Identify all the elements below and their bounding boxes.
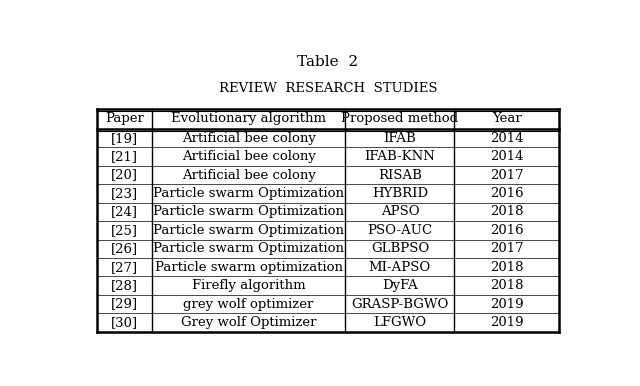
Text: [21]: [21] bbox=[111, 150, 138, 163]
Text: 2018: 2018 bbox=[490, 279, 524, 292]
Text: MI-APSO: MI-APSO bbox=[369, 261, 431, 274]
Text: RISAB: RISAB bbox=[378, 169, 422, 181]
Text: GLBPSO: GLBPSO bbox=[371, 242, 429, 255]
Text: REVIEW  RESEARCH  STUDIES: REVIEW RESEARCH STUDIES bbox=[219, 82, 437, 95]
Text: [25]: [25] bbox=[111, 224, 138, 237]
Text: Particle swarm Optimization: Particle swarm Optimization bbox=[153, 242, 344, 255]
Text: 2014: 2014 bbox=[490, 132, 524, 145]
Text: GRASP-BGWO: GRASP-BGWO bbox=[351, 298, 449, 310]
Text: Particle swarm Optimization: Particle swarm Optimization bbox=[153, 187, 344, 200]
Text: 2017: 2017 bbox=[490, 169, 524, 181]
Text: Artificial bee colony: Artificial bee colony bbox=[182, 150, 316, 163]
Text: 2016: 2016 bbox=[490, 224, 524, 237]
Text: 2018: 2018 bbox=[490, 205, 524, 218]
Text: Table  2: Table 2 bbox=[298, 55, 358, 69]
Text: Paper: Paper bbox=[105, 112, 144, 125]
Text: HYBRID: HYBRID bbox=[372, 187, 428, 200]
Text: 2014: 2014 bbox=[490, 150, 524, 163]
Text: 2016: 2016 bbox=[490, 187, 524, 200]
Text: Grey wolf Optimizer: Grey wolf Optimizer bbox=[181, 316, 316, 329]
Text: Particle swarm optimization: Particle swarm optimization bbox=[155, 261, 342, 274]
Text: LFGWO: LFGWO bbox=[373, 316, 426, 329]
Text: [19]: [19] bbox=[111, 132, 138, 145]
Text: [20]: [20] bbox=[111, 169, 138, 181]
Text: Particle swarm Optimization: Particle swarm Optimization bbox=[153, 224, 344, 237]
Text: IFAB: IFAB bbox=[383, 132, 416, 145]
Text: Particle swarm Optimization: Particle swarm Optimization bbox=[153, 205, 344, 218]
Text: 2019: 2019 bbox=[490, 316, 524, 329]
Text: Artificial bee colony: Artificial bee colony bbox=[182, 132, 316, 145]
Text: PSO-AUC: PSO-AUC bbox=[367, 224, 433, 237]
Text: [24]: [24] bbox=[111, 205, 138, 218]
Text: 2019: 2019 bbox=[490, 298, 524, 310]
Text: Firefly algorithm: Firefly algorithm bbox=[192, 279, 305, 292]
Text: IFAB-KNN: IFAB-KNN bbox=[365, 150, 435, 163]
Text: [29]: [29] bbox=[111, 298, 138, 310]
Text: Year: Year bbox=[492, 112, 522, 125]
Text: Artificial bee colony: Artificial bee colony bbox=[182, 169, 316, 181]
Text: DyFA: DyFA bbox=[382, 279, 418, 292]
Text: 2017: 2017 bbox=[490, 242, 524, 255]
Text: [27]: [27] bbox=[111, 261, 138, 274]
Text: Evolutionary algorithm: Evolutionary algorithm bbox=[171, 112, 326, 125]
Text: [30]: [30] bbox=[111, 316, 138, 329]
Text: Proposed method: Proposed method bbox=[341, 112, 458, 125]
Text: 2018: 2018 bbox=[490, 261, 524, 274]
Text: [28]: [28] bbox=[111, 279, 138, 292]
Text: [23]: [23] bbox=[111, 187, 138, 200]
Text: APSO: APSO bbox=[381, 205, 419, 218]
Text: grey wolf optimizer: grey wolf optimizer bbox=[184, 298, 314, 310]
Text: [26]: [26] bbox=[111, 242, 138, 255]
